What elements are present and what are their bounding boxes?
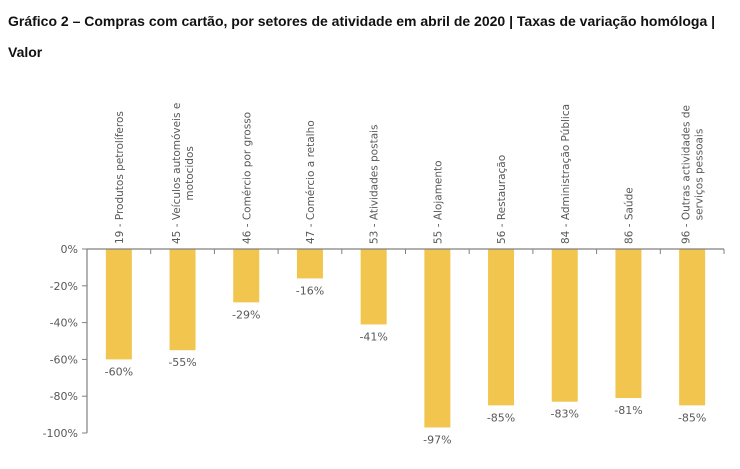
category-labels: 19 - Produtos petrolíferos 45 - Veículos … [114, 103, 706, 244]
data-label: -97% [423, 433, 451, 446]
category-label: 86 - Saúde [623, 187, 635, 244]
y-tick-label: -80% [50, 390, 78, 403]
category-label: 45 - Veículos automóveis e motocidos [171, 103, 196, 244]
y-tick-label: -100% [43, 427, 78, 440]
bar [296, 249, 323, 279]
data-label: -29% [232, 308, 260, 321]
data-label: -16% [296, 284, 324, 297]
data-label: -85% [678, 411, 706, 424]
category-label-line: 86 - Saúde [623, 187, 635, 244]
category-label: 46 - Comércio por grosso [241, 112, 253, 244]
y-tick-label: -20% [50, 280, 78, 293]
data-labels: -60% -55% -29% -16% -41% -97% -85% -83% -81% -85% [105, 284, 707, 446]
category-label-line: motocidos [184, 146, 196, 200]
bar [424, 249, 451, 428]
data-label: -41% [359, 330, 387, 343]
data-label: -60% [105, 365, 133, 378]
category-label: 56 - Restauração [496, 155, 508, 244]
category-label-line: 96 - Outras actividades de [681, 105, 693, 244]
bar [105, 249, 132, 360]
chart-title: Gráfico 2 – Compras com cartão, por seto… [8, 13, 716, 60]
data-label: -81% [614, 404, 642, 417]
data-label: -55% [168, 356, 196, 369]
category-label-line: 46 - Comércio por grosso [241, 112, 253, 244]
category-label-line: 47 - Comércio a retalho [305, 120, 317, 244]
category-label: 55 - Alojamento [432, 160, 444, 244]
category-label-line: 19 - Produtos petrolíferos [114, 111, 126, 244]
category-label-line: 55 - Alojamento [432, 160, 444, 244]
y-axis: 0% -20% -40% -60% -80% -100% [43, 243, 87, 440]
bar [360, 249, 387, 325]
bar [169, 249, 196, 351]
y-tick-label: -40% [50, 317, 78, 330]
bar [679, 249, 706, 406]
y-tick-label: -60% [50, 353, 78, 366]
bar [551, 249, 578, 402]
bar [488, 249, 515, 406]
axes [86, 248, 725, 433]
category-label: 47 - Comércio a retalho [305, 120, 317, 244]
category-label: 19 - Produtos petrolíferos [114, 111, 126, 244]
bar [233, 249, 260, 303]
category-label-line: 84 - Administração Pública [560, 104, 572, 244]
data-label: -85% [487, 411, 515, 424]
category-label: 96 - Outras actividades de serviços pesso… [681, 105, 706, 244]
category-label: 84 - Administração Pública [560, 104, 572, 244]
category-label-line: serviços pessoais [694, 129, 706, 221]
category-label: 53 - Atividades postais [369, 124, 381, 244]
y-tick-label: 0% [61, 243, 78, 256]
category-label-line: 45 - Veículos automóveis e [171, 103, 183, 244]
bar [615, 249, 642, 399]
category-label-line: 56 - Restauração [496, 155, 508, 244]
bars-group [105, 249, 706, 428]
data-label: -83% [551, 408, 579, 421]
category-label-line: 53 - Atividades postais [369, 124, 381, 244]
